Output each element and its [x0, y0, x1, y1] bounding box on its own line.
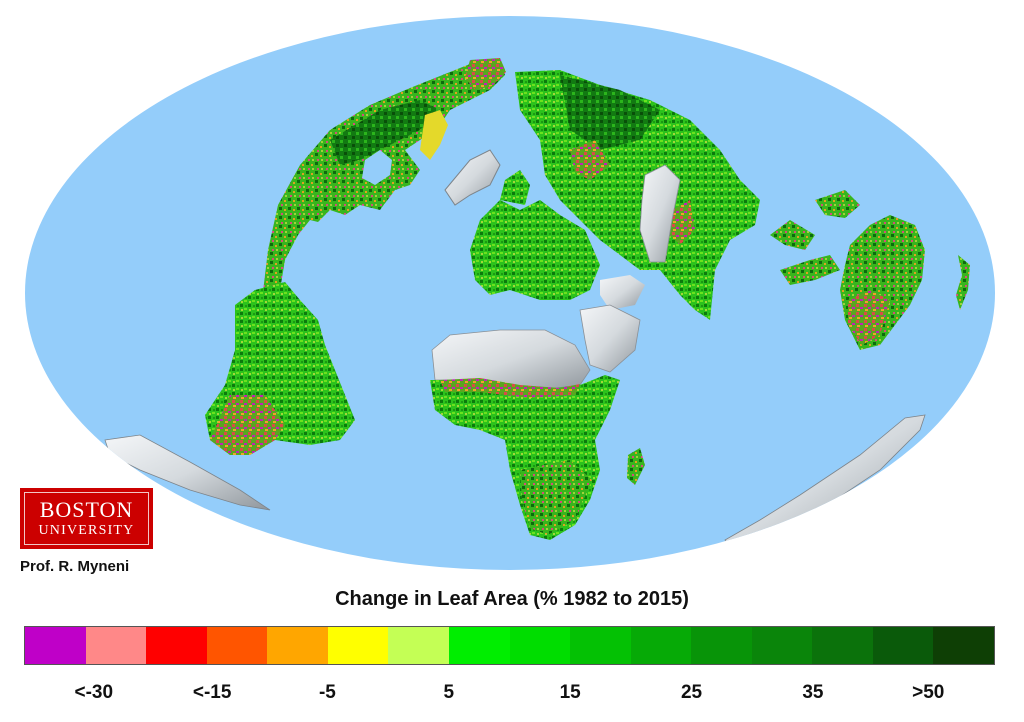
world-leaf-area-map — [25, 16, 995, 570]
legend-tick-label: -5 — [318, 682, 336, 703]
legend-tick-label: 5 — [443, 682, 455, 703]
legend-tick-label: 35 — [802, 682, 824, 703]
legend-swatch — [25, 627, 86, 664]
canada-dark-forest — [330, 100, 440, 165]
sahel-browning — [440, 378, 580, 398]
legend-tick-label: 15 — [559, 682, 581, 703]
legend-swatch — [630, 627, 692, 664]
mongolia-browning — [670, 200, 695, 245]
logo-line-1: BOSTON — [39, 497, 134, 522]
legend-tick-label: >50 — [912, 682, 945, 703]
legend-swatch — [691, 627, 752, 664]
central-asia-desert — [639, 164, 681, 263]
legend-swatch — [812, 627, 873, 664]
legend-tick-label: 25 — [680, 682, 703, 703]
southeast-asia-islands — [780, 255, 840, 285]
caspian-desert — [600, 275, 645, 310]
greenland — [444, 149, 501, 206]
author-credit: Prof. R. Myneni — [20, 558, 130, 575]
asia-browning — [570, 140, 610, 180]
legend-tick-label: <-30 — [74, 682, 114, 703]
kamchatka-japan — [815, 190, 860, 218]
south-america-browning — [210, 395, 285, 455]
logo-line-2: UNIVERSITY — [38, 523, 135, 538]
madagascar — [627, 448, 645, 485]
legend-swatch — [570, 627, 631, 664]
legend-swatch — [448, 627, 510, 664]
legend-swatch — [388, 627, 449, 664]
arctic-islands — [420, 110, 448, 160]
legend-swatch — [327, 627, 389, 664]
arabia — [579, 304, 641, 373]
legend-tick-labels: <-30 <-15 -5 5 15 25 35 >50 — [24, 682, 995, 706]
color-legend-bar — [24, 626, 995, 665]
hudson-bay — [362, 150, 392, 185]
legend-swatch — [146, 627, 207, 664]
australia-browning — [848, 290, 890, 345]
east-asia-islands — [770, 220, 815, 250]
legend-swatch — [206, 627, 268, 664]
central-america — [262, 246, 280, 300]
southern-africa-browning — [520, 460, 592, 535]
legend-tick-label: <-15 — [192, 682, 232, 703]
siberia-dark-forest — [560, 75, 660, 150]
scandinavia — [500, 170, 530, 205]
legend-swatch — [872, 627, 934, 664]
alaska-browning — [465, 58, 506, 90]
legend-swatch — [267, 627, 328, 664]
legend-swatch — [85, 627, 147, 664]
legend-swatch — [751, 627, 813, 664]
new-zealand — [956, 255, 970, 310]
legend-swatch — [509, 627, 571, 664]
legend-swatch — [933, 627, 994, 664]
europe — [470, 200, 600, 300]
boston-university-logo: BOSTON UNIVERSITY — [20, 488, 153, 549]
legend-title: Change in Leaf Area (% 1982 to 2015) — [335, 588, 689, 610]
north-america — [262, 60, 505, 300]
